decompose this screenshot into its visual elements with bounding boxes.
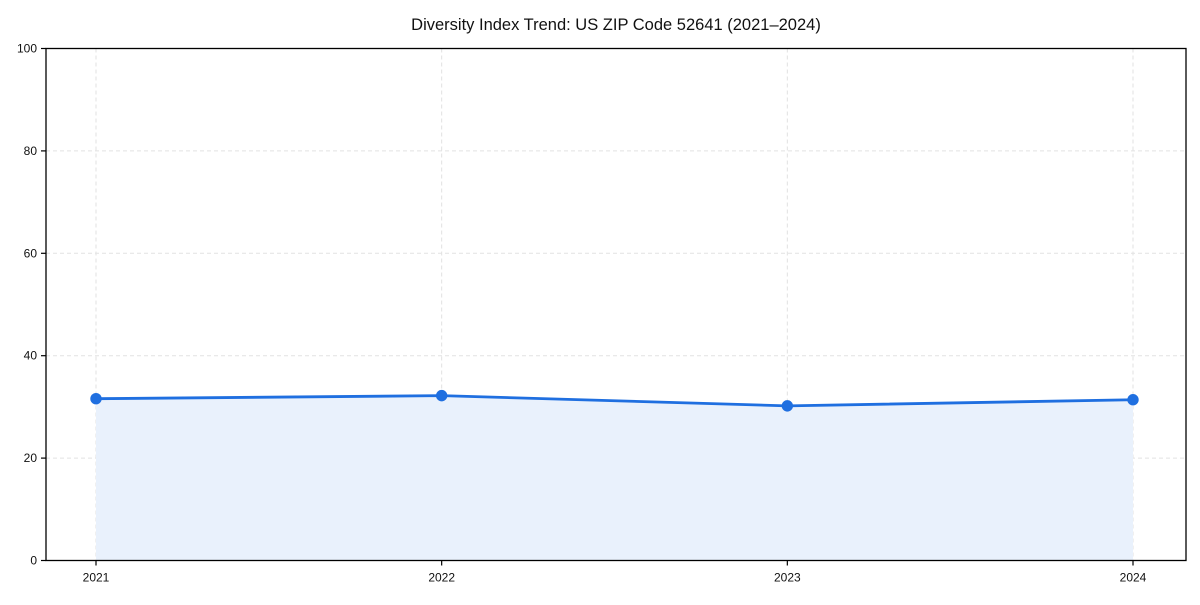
axes: 0 20 40 60 80 100 2021 2022 2023 2024 xyxy=(17,42,1187,585)
series-layer xyxy=(90,389,1139,561)
y-tick-label-0: 0 xyxy=(30,554,37,568)
plot-frame xyxy=(45,47,1187,562)
y-tick-label-100: 100 xyxy=(17,42,37,56)
y-tick-label-80: 80 xyxy=(24,144,38,158)
data-point-2022 xyxy=(435,389,448,402)
trend-line xyxy=(94,394,1135,408)
y-tick-label-40: 40 xyxy=(24,349,38,363)
x-tick-label-2023: 2023 xyxy=(774,571,801,585)
y-tick-label-60: 60 xyxy=(24,246,38,260)
x-tick-label-2024: 2024 xyxy=(1120,571,1147,585)
x-tick-label-2022: 2022 xyxy=(428,571,455,585)
chart-title: Diversity Index Trend: US ZIP Code 52641… xyxy=(411,16,821,34)
y-tick-label-20: 20 xyxy=(24,451,38,465)
data-point-2021 xyxy=(90,393,102,405)
area-fill xyxy=(96,395,1133,561)
x-tick-label-2021: 2021 xyxy=(83,571,110,585)
data-point-2024 xyxy=(1127,394,1139,406)
data-point-2023 xyxy=(781,400,794,412)
